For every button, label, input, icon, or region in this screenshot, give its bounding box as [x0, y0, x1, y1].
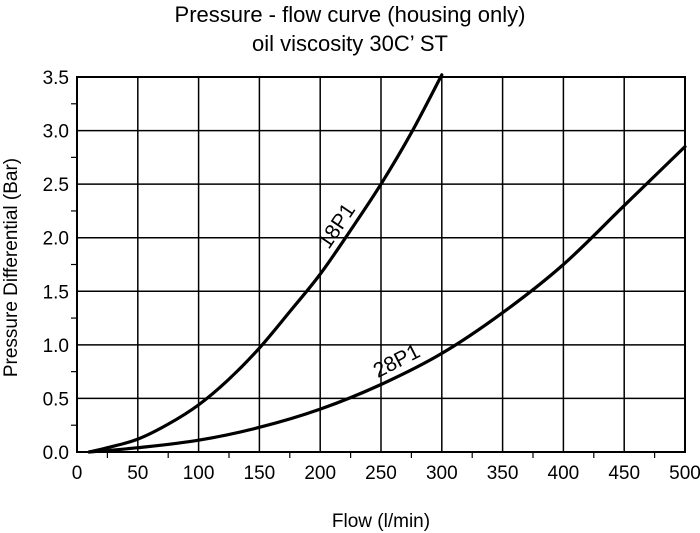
- x-tick-label: 100: [183, 463, 215, 484]
- axis-ticks: 0 50 100 150 200 250 300 350 400 450 500 0.0 0.5 1.0 1…: [43, 68, 700, 484]
- y-tick-label: 1.0: [43, 336, 69, 357]
- series-line-28p1: [87, 145, 687, 454]
- x-tick-label: 50: [127, 463, 148, 484]
- y-tick-label: 2.5: [43, 175, 69, 196]
- x-tick-label: 150: [244, 463, 276, 484]
- x-tick-label: 0: [72, 463, 83, 484]
- x-tick-label: 200: [304, 463, 336, 484]
- chart-title: Pressure - flow curve (housing only): [174, 2, 526, 27]
- y-tick-label: 3.0: [43, 122, 69, 143]
- x-tick-label: 450: [608, 463, 640, 484]
- x-tick-label: 300: [426, 463, 458, 484]
- y-tick-label: 0.0: [43, 443, 69, 464]
- y-tick-label: 2.0: [43, 229, 69, 250]
- y-tick-label: 1.5: [43, 282, 69, 303]
- y-tick-label: 3.5: [43, 68, 69, 89]
- grid: [77, 77, 685, 452]
- series-line-18p1: [87, 73, 444, 454]
- x-tick-label: 400: [548, 463, 580, 484]
- chart-subtitle: oil viscosity 30C’ ST: [251, 31, 448, 56]
- x-tick-label: 500: [669, 463, 700, 484]
- y-axis-label: Pressure Differential (Bar): [1, 158, 22, 377]
- series-28p1: [87, 145, 687, 454]
- series-18p1: [87, 73, 444, 454]
- x-axis-label: Flow (l/min): [332, 511, 430, 532]
- x-tick-label: 250: [365, 463, 397, 484]
- x-tick-label: 350: [487, 463, 519, 484]
- y-tick-label: 0.5: [43, 389, 69, 410]
- series-lines: [87, 73, 687, 454]
- chart-title-block: Pressure - flow curve (housing only) oil…: [0, 0, 700, 58]
